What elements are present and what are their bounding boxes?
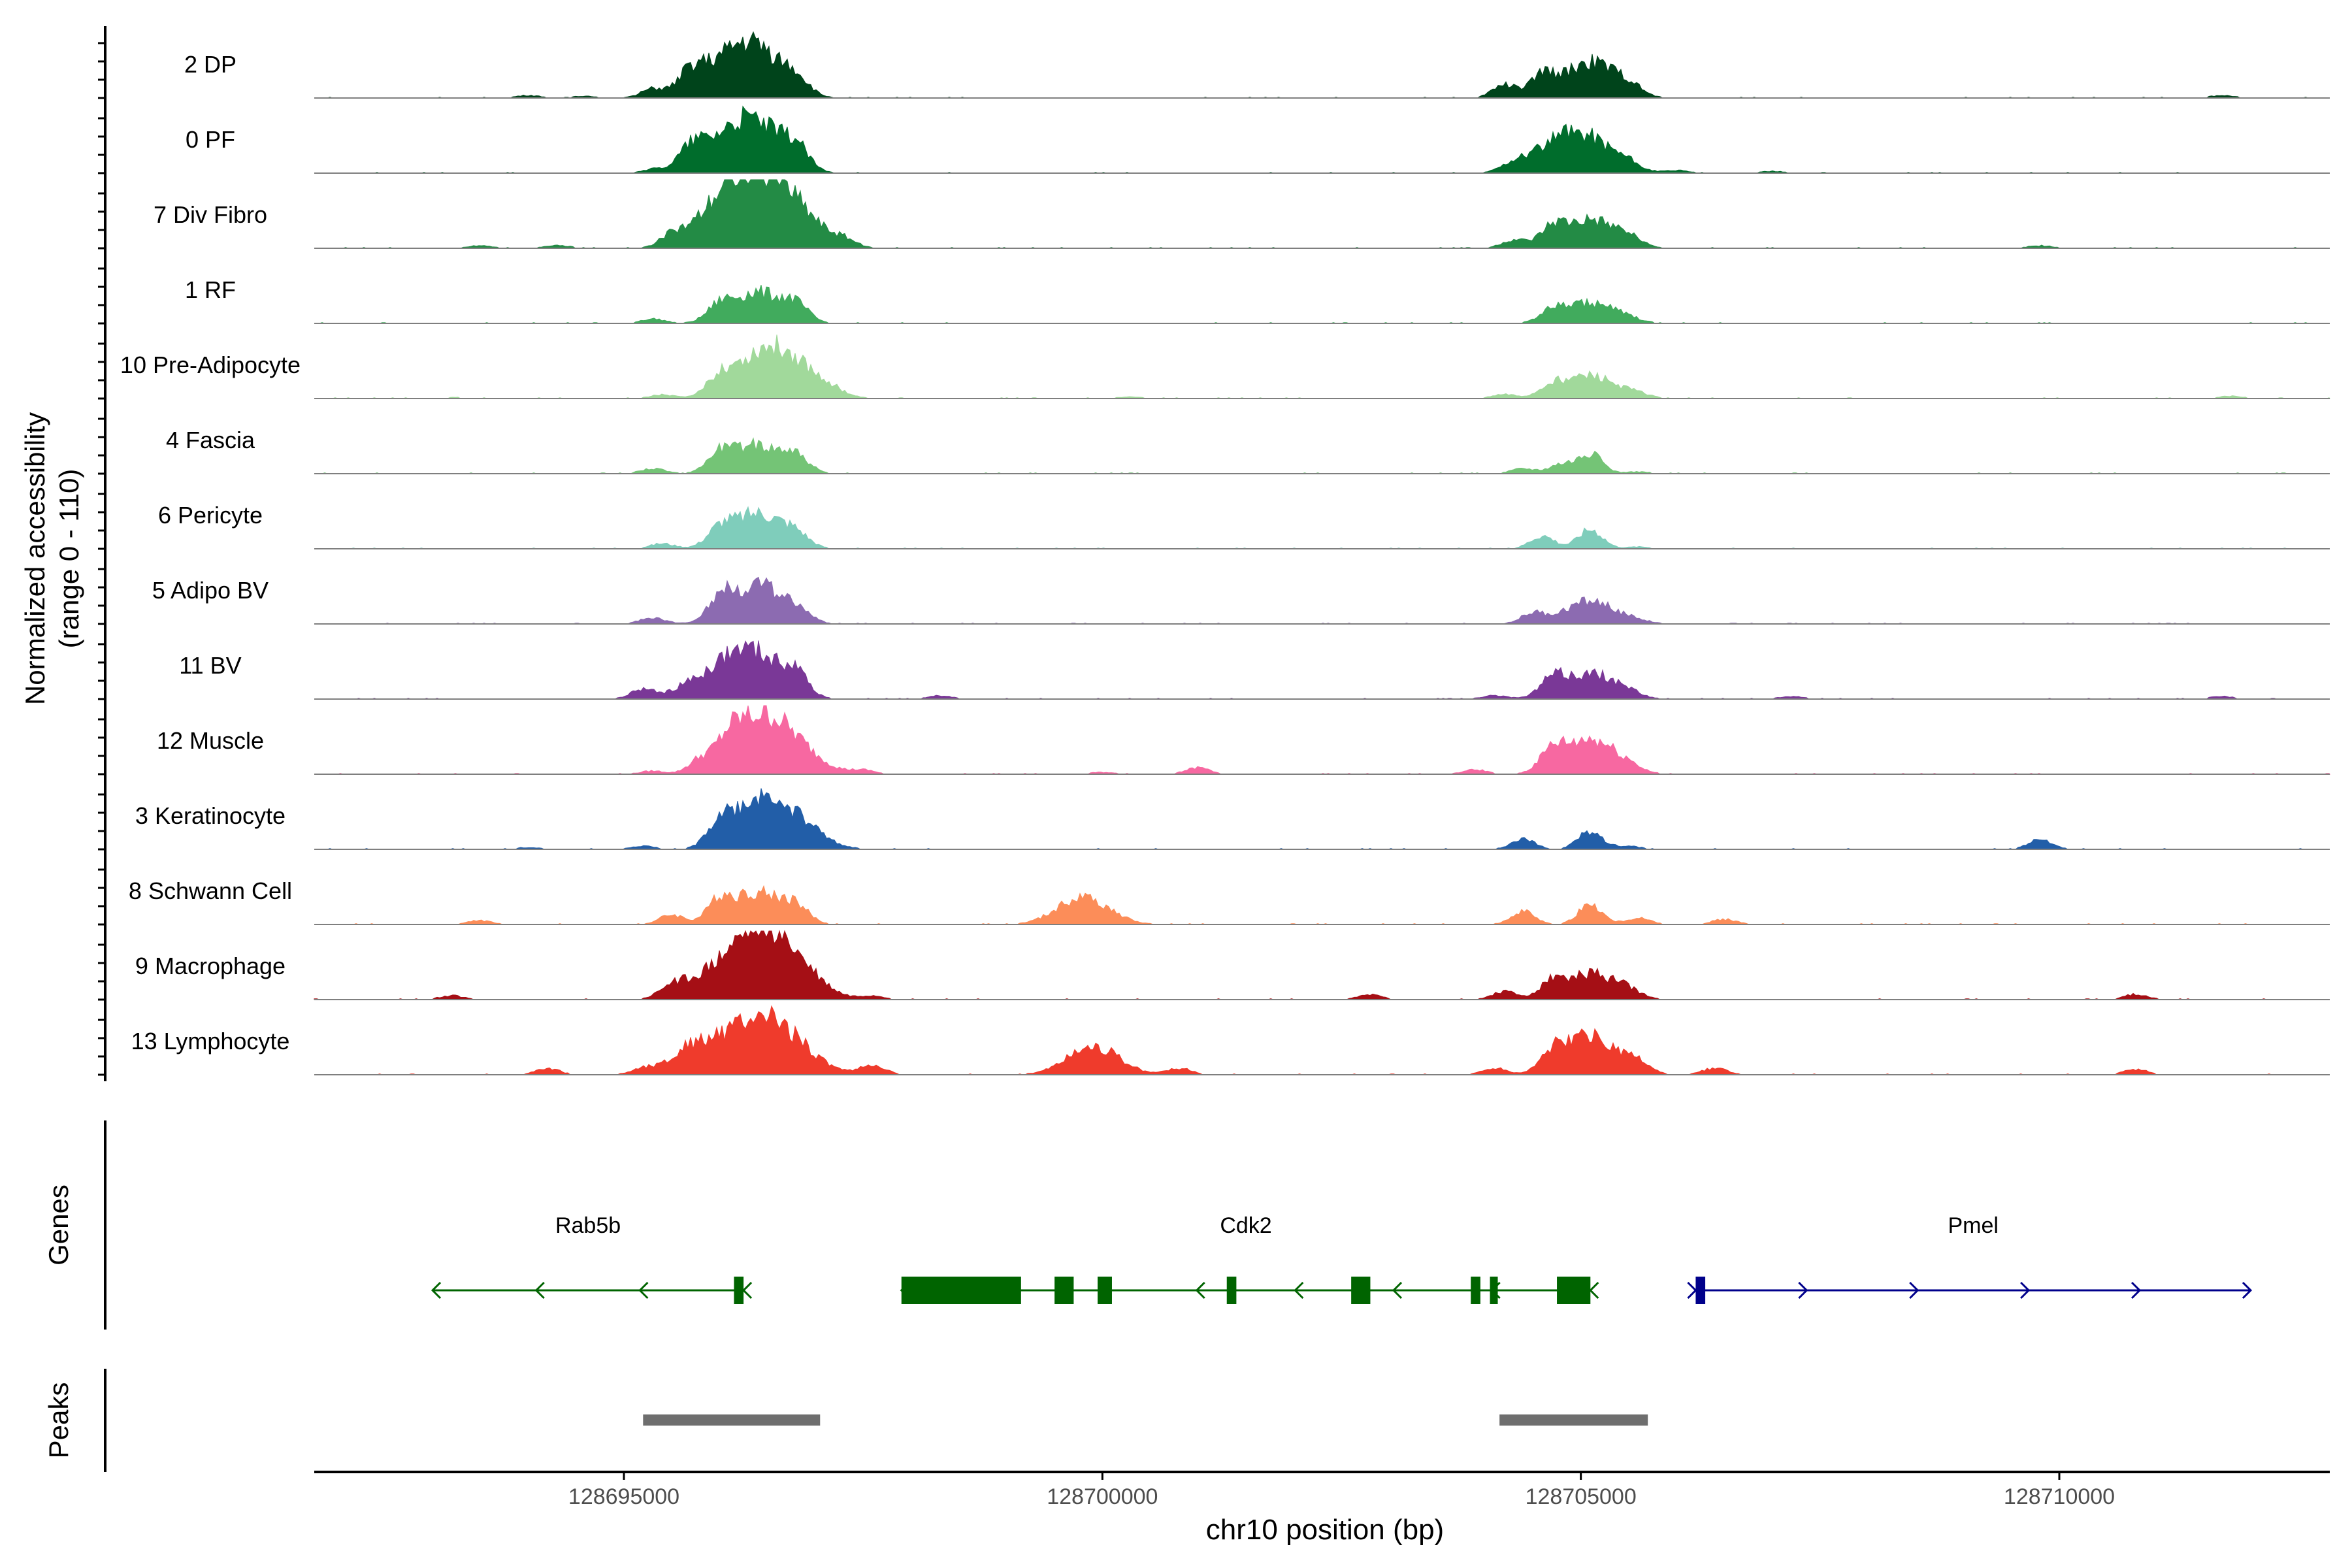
peak-bar (643, 1414, 821, 1426)
peaks-panel (643, 1414, 1648, 1426)
gene-label: Rab5b (555, 1213, 621, 1238)
strand-arrow (1909, 1281, 1919, 1299)
coverage-area (314, 506, 2330, 549)
peak-bar (1499, 1414, 1648, 1426)
track-label: 11 BV (179, 652, 241, 679)
exon (734, 1277, 744, 1304)
strand-arrow (2020, 1281, 2031, 1299)
x-tick-label: 128700000 (1047, 1484, 1158, 1509)
coverage-area (314, 335, 2331, 399)
strand-arrow (1195, 1281, 1205, 1299)
exon (1351, 1277, 1371, 1304)
coverage-area (314, 885, 2330, 925)
exon (1471, 1277, 1480, 1304)
coverage-area (314, 105, 2330, 174)
coverage-area (314, 930, 2330, 1000)
track-label: 3 Keratinocyte (135, 802, 286, 829)
coverage-tracks: 2 DP 0 PF 7 Div Fibro 1 RF 10 Pre-Adipocyte 4… (120, 31, 2331, 1075)
strand-arrow (742, 1281, 753, 1299)
gene-pmel: Pmel (1687, 1213, 2253, 1304)
track-8-schwann-cell: 8 Schwann Cell (129, 877, 2330, 925)
coverage-area (314, 640, 2330, 700)
coverage-area (314, 788, 2330, 850)
coverage-area (314, 179, 2330, 249)
track-2-dp: 2 DP (184, 31, 2330, 99)
y-axis-label: Normalized accessibility (20, 412, 50, 705)
track-5-adipo-bv: 5 Adipo BV (152, 576, 2330, 625)
track-7-div-fibro: 7 Div Fibro (154, 179, 2330, 249)
track-6-pericyte: 6 Pericyte (158, 502, 2330, 549)
track-3-keratinocyte: 3 Keratinocyte (135, 788, 2330, 850)
track-label: 12 Muscle (157, 727, 264, 754)
coverage-area (314, 576, 2330, 625)
strand-arrow (1798, 1281, 1808, 1299)
strand-arrow (534, 1281, 545, 1299)
coverage-area (314, 437, 2330, 474)
track-label: 13 Lymphocyte (131, 1028, 290, 1054)
exon (1054, 1277, 1074, 1304)
coverage-area (314, 31, 2330, 99)
x-tick-label: 128710000 (2004, 1484, 2115, 1509)
track-label: 7 Div Fibro (154, 201, 267, 228)
track-label: 0 PF (186, 126, 235, 153)
exon (1695, 1277, 1706, 1304)
coverage-area (314, 705, 2331, 775)
genes-panel: Rab5b Cdk2 Pmel (431, 1213, 2253, 1304)
x-axis: 128695000 128700000 128705000 128710000 (314, 1471, 2330, 1509)
strand-arrow (1294, 1281, 1304, 1299)
y-axis-range-label: (range 0 - 110) (54, 469, 84, 649)
strand-arrow (1589, 1281, 1599, 1299)
track-label: 6 Pericyte (158, 502, 263, 529)
x-tick-label: 128705000 (1526, 1484, 1637, 1509)
exon (1098, 1277, 1112, 1304)
exon (1490, 1277, 1498, 1304)
strand-arrow (431, 1281, 442, 1299)
track-0-pf: 0 PF (186, 105, 2330, 174)
track-label: 8 Schwann Cell (129, 877, 292, 904)
x-axis-label: chr10 position (bp) (1206, 1514, 1444, 1546)
exon (1557, 1277, 1591, 1304)
strand-arrow (2242, 1281, 2253, 1299)
gene-label: Cdk2 (1220, 1213, 1271, 1238)
gene-cdk2: Cdk2 (900, 1213, 1599, 1304)
track-9-macrophage: 9 Macrophage (135, 930, 2330, 1000)
coverage-area (314, 285, 2330, 324)
track-1-rf: 1 RF (185, 276, 2330, 324)
track-12-muscle: 12 Muscle (157, 705, 2331, 775)
track-label: 2 DP (184, 51, 237, 78)
track-10-pre-adipocyte: 10 Pre-Adipocyte (120, 335, 2331, 399)
coverage-area (314, 1005, 2330, 1075)
track-13-lymphocyte: 13 Lymphocyte (131, 1005, 2330, 1075)
peaks-panel-label: Peaks (43, 1382, 74, 1459)
exon (901, 1277, 1021, 1304)
strand-arrow (1392, 1281, 1403, 1299)
genes-panel-label: Genes (43, 1184, 74, 1266)
gene-rab5b: Rab5b (431, 1213, 753, 1304)
track-4-fascia: 4 Fascia (166, 427, 2330, 474)
exon (1226, 1277, 1237, 1304)
gene-label: Pmel (1948, 1213, 1998, 1238)
strand-arrow (1687, 1281, 1697, 1299)
track-label: 10 Pre-Adipocyte (120, 351, 301, 378)
track-11-bv: 11 BV (179, 640, 2330, 700)
track-label: 1 RF (185, 276, 236, 303)
track-label: 4 Fascia (166, 427, 255, 453)
strand-arrow (2131, 1281, 2142, 1299)
x-tick-label: 128695000 (568, 1484, 679, 1509)
track-label: 9 Macrophage (135, 953, 286, 979)
strand-arrow (638, 1281, 649, 1299)
y-axis (98, 26, 106, 1081)
track-label: 5 Adipo BV (152, 577, 269, 604)
